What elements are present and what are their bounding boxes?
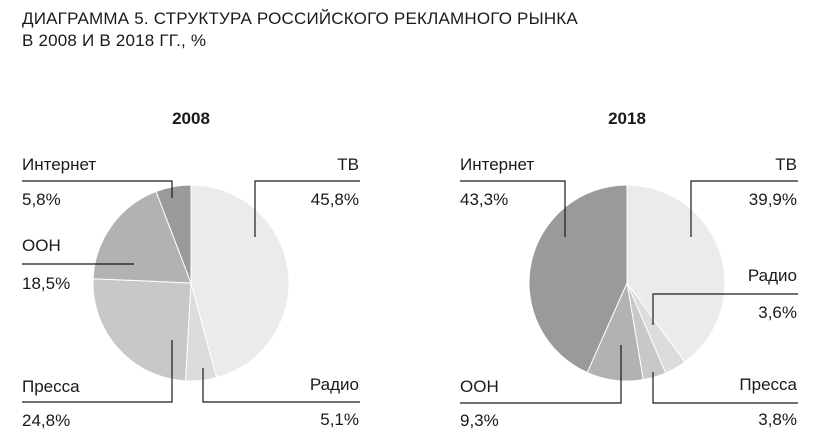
slice-label-2008-4: Интернет	[22, 155, 96, 174]
slice-value-2018-4: 43,3%	[460, 190, 508, 209]
chart-title-line1: ДИАГРАММА 5. СТРУКТУРА РОССИЙСКОГО РЕКЛА…	[22, 9, 578, 28]
pie-slice-2008-2	[92, 278, 192, 382]
leader-line-2018-3	[460, 345, 622, 404]
slice-value-2018-3: 9,3%	[460, 411, 499, 430]
leader-line-2008-4	[22, 180, 173, 198]
leader-line-2008-1	[202, 368, 360, 403]
pie-slice-2018-4	[528, 184, 628, 374]
slice-label-2008-1: Радио	[310, 375, 359, 394]
slice-value-2008-4: 5,8%	[22, 190, 61, 209]
slice-value-2008-0: 45,8%	[311, 190, 359, 209]
slice-label-2008-0: ТВ	[337, 155, 359, 174]
slice-label-2018-4: Интернет	[460, 155, 534, 174]
pie-title-2018: 2018	[608, 109, 646, 128]
pie-slice-2018-0	[626, 184, 726, 363]
leader-line-2018-1	[652, 293, 798, 325]
pie-title-2008: 2008	[172, 109, 210, 128]
leader-line-2008-2	[22, 340, 173, 403]
leader-line-2018-0	[690, 180, 798, 237]
slice-value-2018-0: 39,9%	[749, 190, 797, 209]
slice-label-2018-0: ТВ	[775, 155, 797, 174]
slice-value-2018-2: 3,8%	[758, 410, 797, 429]
leader-line-2008-0	[254, 180, 360, 237]
slice-label-2018-1: Радио	[748, 266, 797, 285]
slice-label-2018-3: ООН	[460, 377, 499, 396]
leader-line-2018-4	[460, 180, 566, 237]
slice-label-2008-3: ООН	[22, 236, 61, 255]
slice-label-2008-2: Пресса	[22, 377, 80, 396]
slice-value-2008-3: 18,5%	[22, 274, 70, 293]
chart-title: ДИАГРАММА 5. СТРУКТУРА РОССИЙСКОГО РЕКЛА…	[22, 8, 578, 52]
slice-label-2018-2: Пресса	[739, 375, 797, 394]
leader-line-2018-2	[652, 372, 798, 404]
slice-value-2008-1: 5,1%	[320, 410, 359, 429]
slice-value-2018-1: 3,6%	[758, 303, 797, 322]
pie-slice-2008-0	[190, 184, 290, 379]
pie-slice-2008-4	[155, 184, 192, 284]
chart-title-line2: В 2008 И В 2018 ГГ., %	[22, 31, 207, 50]
pie-slice-2008-3	[92, 190, 192, 284]
slice-value-2008-2: 24,8%	[22, 411, 70, 430]
